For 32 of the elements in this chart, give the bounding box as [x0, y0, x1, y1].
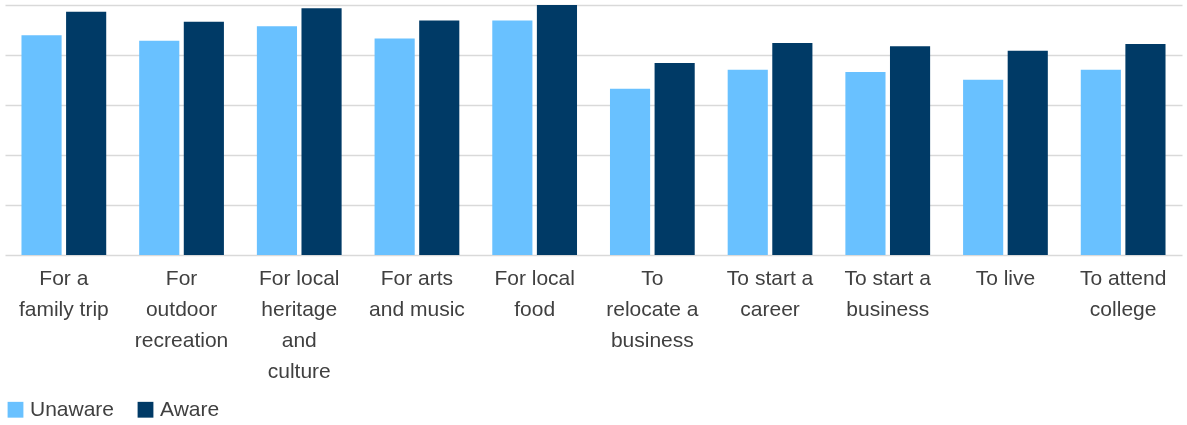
x-tick-label: For local food [494, 265, 575, 320]
bar [183, 21, 224, 255]
bar [609, 88, 651, 255]
x-tick-label: For local heritage and culture [258, 265, 340, 382]
bar [1125, 44, 1166, 255]
bar [963, 79, 1004, 255]
bar [66, 11, 107, 255]
bar [536, 5, 578, 255]
bar [845, 72, 886, 255]
x-tick-label: To start a business [844, 265, 932, 320]
x-tick-label: For outdoor recreation [134, 265, 229, 351]
bar [256, 26, 298, 255]
bar [492, 20, 533, 255]
x-tick-label: To attend college [1079, 265, 1167, 320]
x-tick-label: For a family trip [18, 265, 109, 320]
bar [727, 69, 768, 255]
bar [1007, 50, 1048, 255]
bar [139, 40, 180, 255]
x-tick-label: For arts and music [369, 265, 465, 320]
bar [772, 43, 813, 255]
bar [374, 38, 415, 255]
x-tick-label: To start a career [726, 265, 814, 320]
legend-label: Aware [160, 396, 220, 420]
bar [419, 20, 460, 255]
x-tick-label: To live [975, 265, 1036, 289]
bar [654, 63, 695, 255]
bar [1080, 69, 1121, 255]
legend-label: Unaware [30, 396, 115, 420]
bar [21, 35, 62, 255]
bar [889, 46, 931, 255]
bar [301, 8, 342, 255]
x-tick-label: To relocate a business [606, 265, 699, 351]
